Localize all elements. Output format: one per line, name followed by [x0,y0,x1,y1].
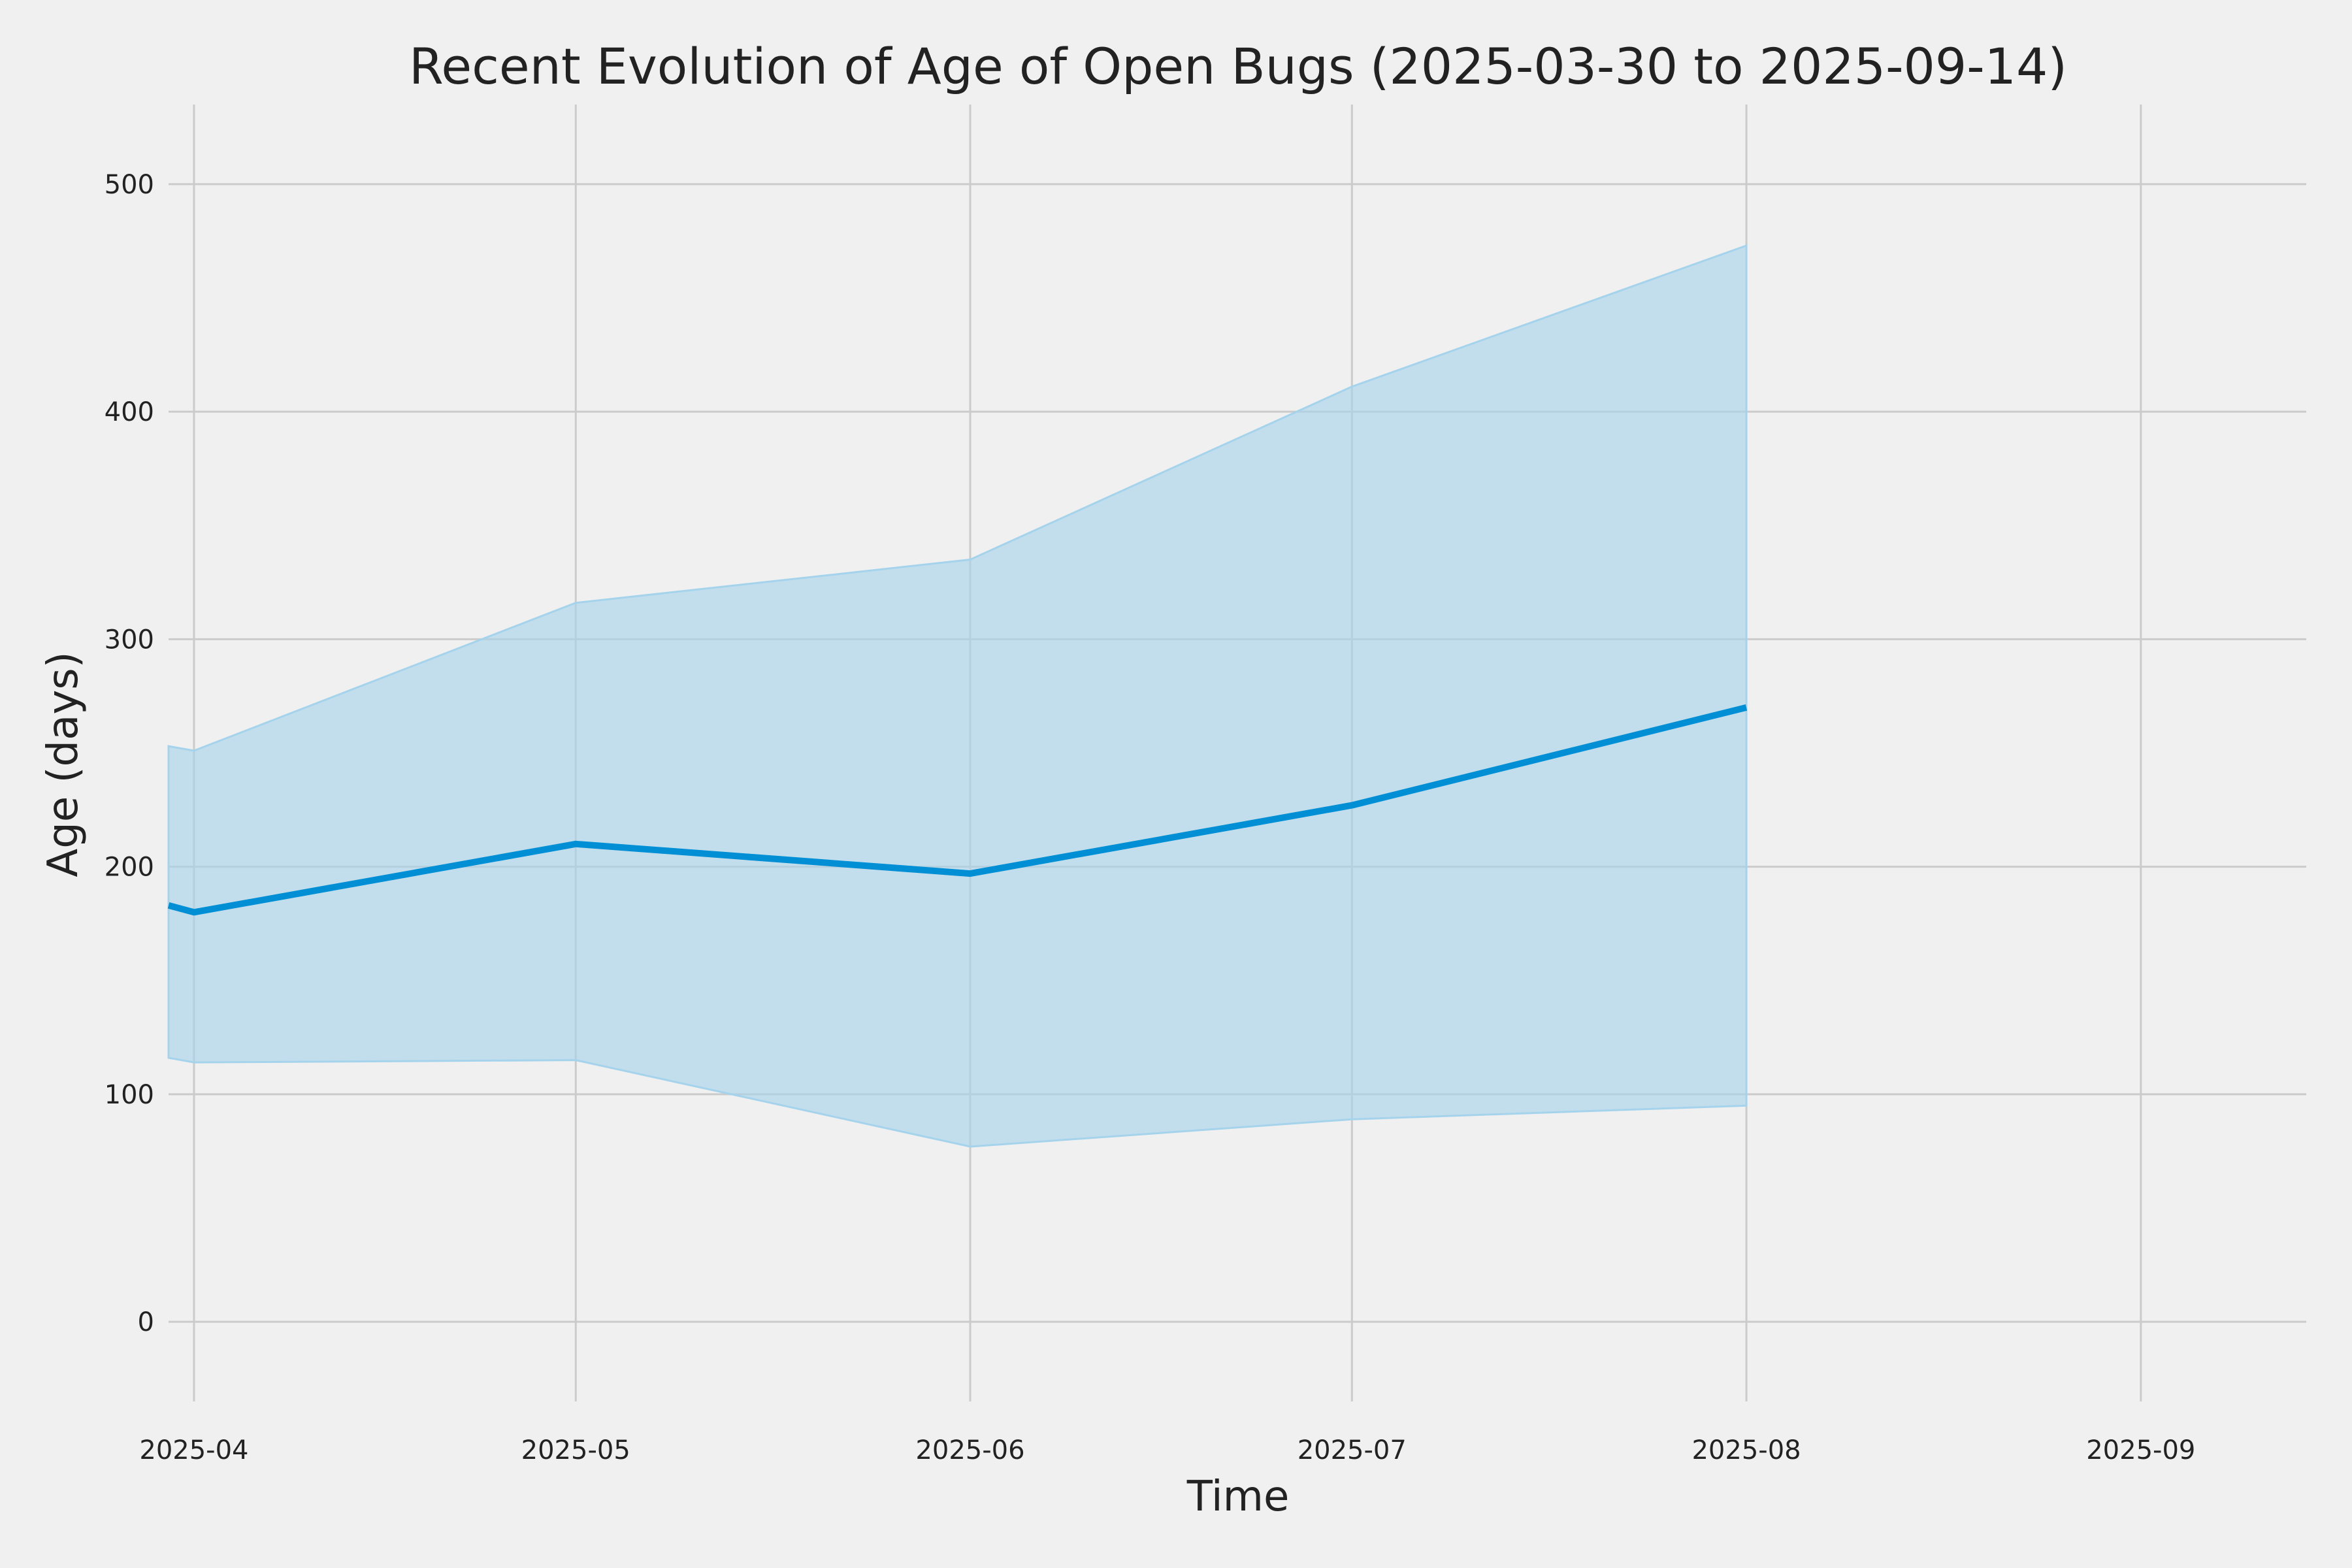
data-point [1743,704,1750,711]
x-axis-label: Time [1186,1473,1290,1521]
y-tick-label: 300 [105,625,154,655]
confidence-bands [167,244,1748,1148]
data-point [191,909,197,915]
data-point [1348,802,1355,809]
y-tick-label: 200 [105,853,154,883]
y-axis-label: Age (days) [39,651,88,877]
x-tick-label: 2025-05 [521,1435,630,1465]
x-tick-label: 2025-07 [1298,1435,1407,1465]
x-tick-label: 2025-06 [915,1435,1024,1465]
x-tick-label: 2025-04 [139,1435,248,1465]
chart-title: Recent Evolution of Age of Open Bugs (20… [409,37,2067,95]
series-line [167,704,1748,916]
confidence-band [167,244,1748,1148]
data-point [165,902,172,909]
y-tick-label: 500 [105,170,154,200]
y-tick-label: 100 [105,1080,154,1110]
series-lines [165,704,1750,916]
y-tick-label: 400 [105,397,154,427]
data-point [572,841,579,847]
y-tick-label: 0 [138,1307,154,1337]
x-tick-labels: 2025-04 2025-05 2025-06 2025-07 2025-08 2025-… [139,1435,2195,1465]
y-tick-labels: 0 100 200 300 400 500 [105,170,154,1337]
data-point [967,870,973,877]
x-tick-label: 2025-08 [1691,1435,1801,1465]
x-tick-label: 2025-09 [2086,1435,2195,1465]
